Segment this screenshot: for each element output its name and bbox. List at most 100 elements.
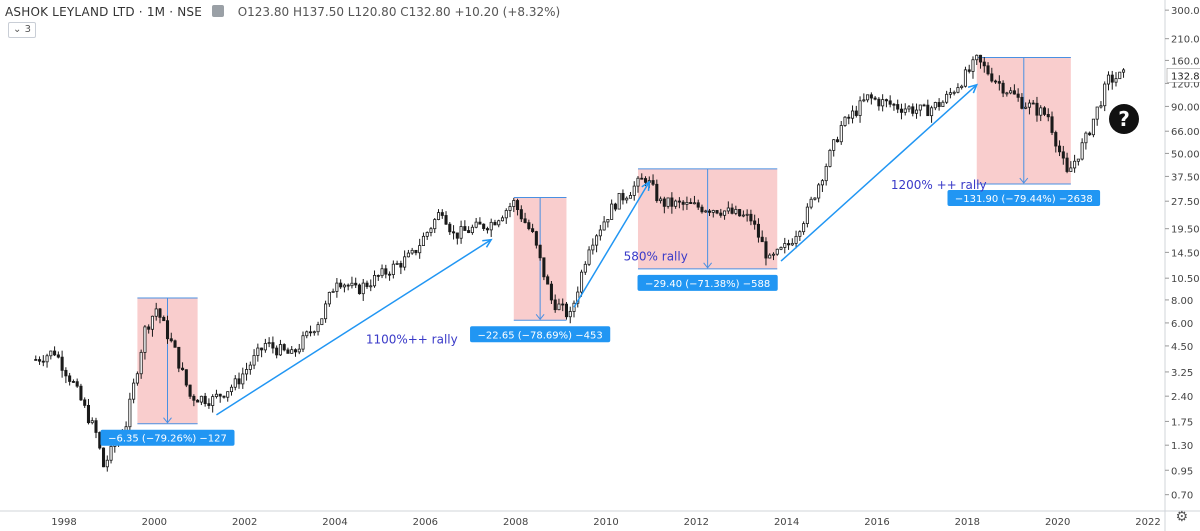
candle-down [448,223,452,233]
candle-down [640,177,644,180]
candle-up [429,228,433,233]
candle-down [354,282,358,286]
candle-up [580,271,584,293]
candle-down [188,384,192,397]
y-tick-label: 6.00 [1171,319,1193,330]
x-tick-label: 2016 [864,517,889,528]
candle-down [523,218,527,224]
candle-up [610,203,614,220]
candle-up [975,54,979,61]
candle-up [1009,90,1013,94]
candle-up [557,303,561,311]
candle-down [237,378,241,385]
candle-up [1005,92,1009,95]
candle-down [749,213,753,222]
candle-down [1001,82,1005,94]
x-tick-label: 2000 [142,517,167,528]
candle-down [94,420,98,433]
candle-up [248,364,252,370]
candle-up [866,94,870,101]
candle-down [53,350,57,356]
candle-down [756,223,760,238]
candle-up [263,343,267,351]
candle-down [651,180,655,185]
candle-down [899,108,903,113]
candle-down [309,331,313,334]
candle-up [391,263,395,275]
candle-down [967,69,971,72]
candle-up [229,386,234,393]
candle-up [403,256,407,268]
rally-arrowhead [967,83,979,94]
x-tick-label: 2014 [774,517,799,528]
candle-down [260,347,264,351]
candle-down [1046,113,1050,118]
candle-down [75,381,79,387]
y-tick-label: 160.00 [1171,56,1200,67]
candle-down [41,360,45,363]
candle-up [1039,107,1043,116]
candle-up [930,107,934,117]
drawdown-label-box [637,274,778,291]
rally-label: 1100%++ rally [366,332,458,346]
candle-up [862,99,866,102]
y-tick-label: 8.00 [1171,296,1193,307]
indicator-collapse-badge[interactable]: ⌄ 3 [8,22,36,38]
candle-up [734,209,738,214]
candle-up [674,200,678,207]
candle-up [1095,106,1099,120]
settings-gear-icon[interactable]: ⚙ [1175,509,1188,525]
x-tick-label: 2006 [413,517,438,528]
chevron-down-icon: ⌄ [13,24,22,35]
candle-up [598,229,602,237]
candle-down [56,354,60,358]
candle-up [945,93,949,103]
candle-down [203,395,207,405]
candle-down [34,359,38,361]
candle-down [275,347,279,356]
drawdown-arrowhead [703,262,713,269]
candle-up [809,198,813,208]
symbol-title[interactable]: ASHOK LEYLAND LTD · 1M · NSE [5,5,203,19]
candle-down [719,212,723,216]
candle-down [83,399,87,406]
candle-up [828,149,832,167]
candle-up [851,110,855,119]
candle-down [670,197,674,207]
candle-down [286,349,290,354]
candle-down [196,399,200,403]
candle-down [877,98,881,107]
candle-up [1080,142,1084,160]
candle-up [214,393,218,397]
rally-arrowhead [482,238,493,248]
candle-down [986,65,990,75]
ohlc-readout: O123.80 H137.50 L120.80 C132.80 +10.20 (… [237,5,561,19]
candle-down [165,320,170,340]
candle-down [997,81,1001,84]
candle-up [587,249,591,265]
candle-down [64,369,68,377]
candle-down [478,221,482,225]
candle-up [805,206,809,224]
candle-down [892,103,896,106]
candle-up [659,198,663,202]
candle-down [1042,107,1047,115]
candle-up [418,245,422,254]
candle-up [903,108,907,113]
candle-down [282,344,286,351]
candle-up [775,248,779,255]
question-mark-label: ? [1118,107,1130,131]
candle-up [459,226,463,239]
candle-up [105,459,109,468]
drawdown-label: −6.35 (−79.26%) −127 [108,434,227,445]
candle-up [211,396,215,406]
rally-arrow-line [780,84,978,262]
candle-up [914,109,919,114]
visibility-eye-icon[interactable] [211,5,224,17]
candle-up [226,391,230,398]
candle-up [779,246,783,250]
candle-up [421,235,425,246]
candle-up [726,207,730,212]
candle-down [553,299,557,311]
